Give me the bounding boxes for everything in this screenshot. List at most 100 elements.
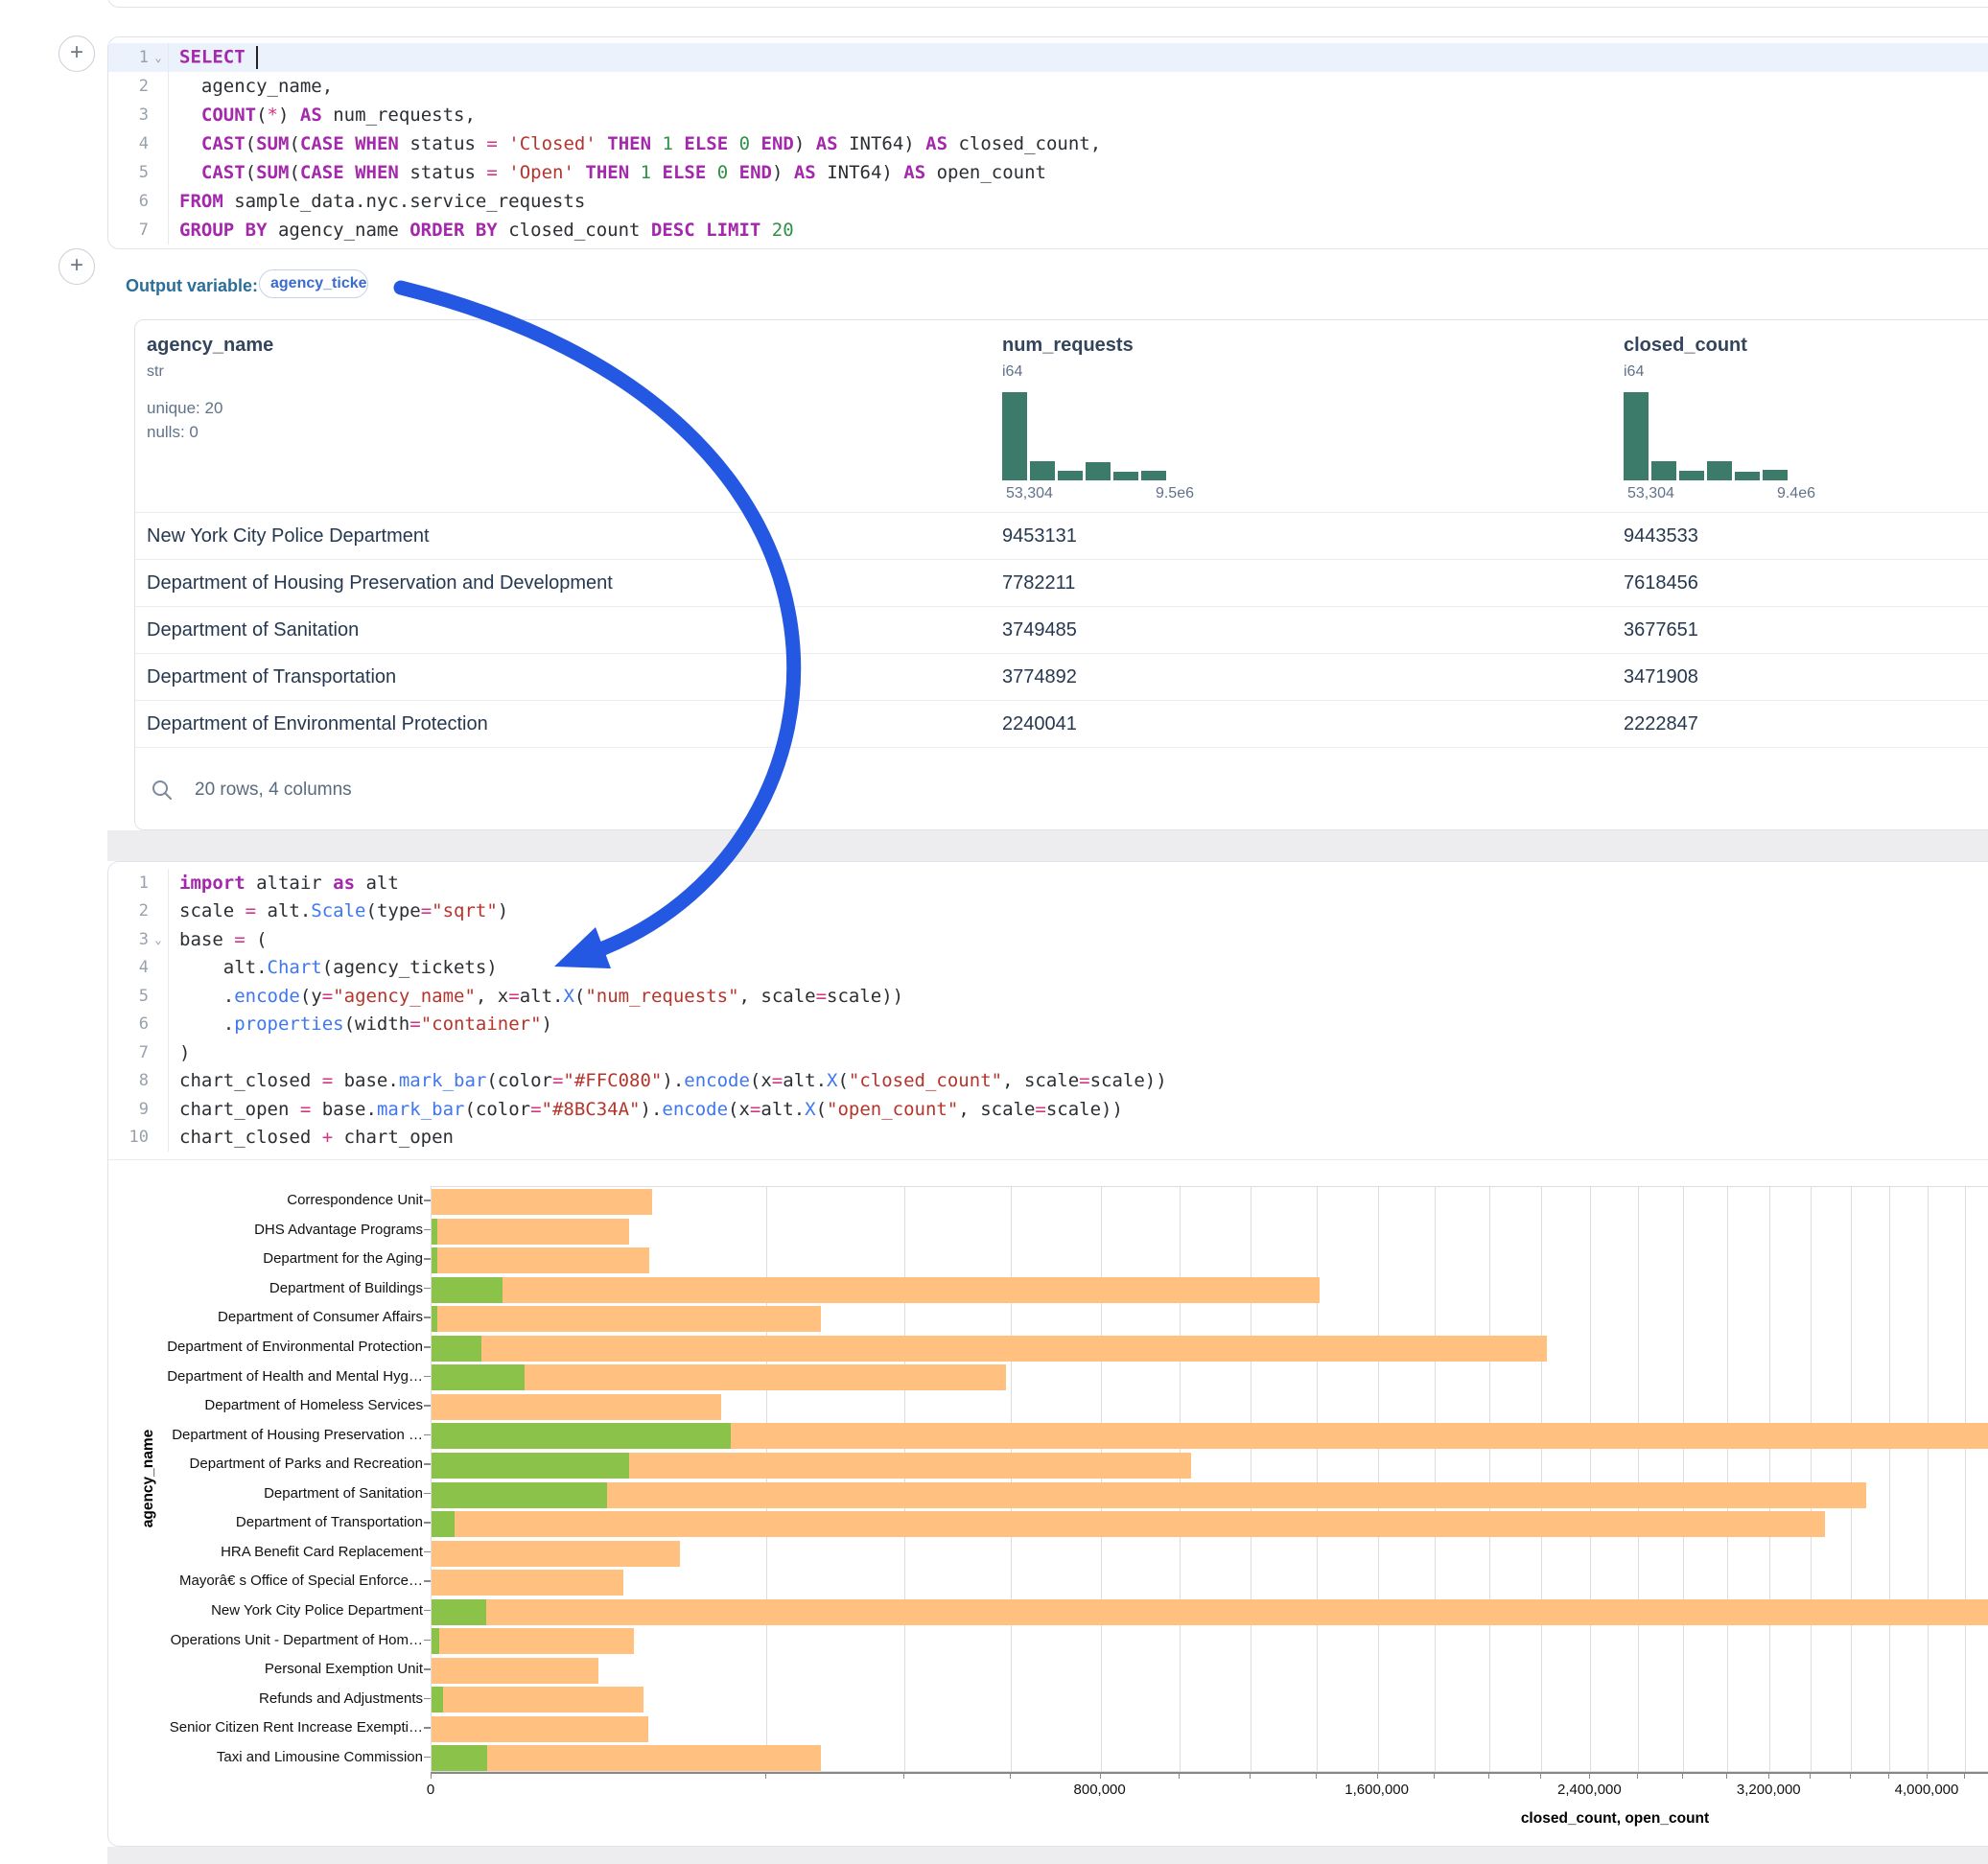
code-line[interactable]: 6 FROM sample_data.nyc.service_requests (108, 187, 1988, 216)
altair-chart-plot-area (431, 1186, 1988, 1772)
closed-count-bar (432, 1745, 822, 1772)
x-axis-tick (1179, 1773, 1180, 1779)
y-axis-label: DHS Advantage Programs (254, 1221, 423, 1238)
x-axis-domain-line (431, 1772, 1988, 1774)
python-code-editor[interactable]: 1 import altair as alt 2 scale = alt.Scale(… (108, 869, 1988, 1160)
code-text: scale = alt.Scale(type="sqrt") (179, 900, 509, 922)
y-axis-tick (424, 1346, 431, 1348)
line-number: 7 (138, 221, 149, 240)
line-number: 8 (138, 1071, 149, 1091)
x-axis-tick (1488, 1773, 1490, 1779)
y-axis-tick (424, 1200, 431, 1201)
add-cell-button-top[interactable]: + (58, 35, 95, 72)
gutter-divider (168, 72, 169, 101)
gridline (1889, 1187, 1891, 1771)
code-line[interactable]: 1 ⌄ SELECT (108, 43, 1988, 72)
x-axis-tick (1434, 1773, 1436, 1779)
code-line[interactable]: 3 ⌄ base = ( (108, 925, 1988, 954)
x-axis-tick (764, 1773, 766, 1779)
table-cell: 2222847 (1624, 713, 1698, 734)
code-text: agency_name, (179, 76, 334, 97)
line-number: 2 (138, 901, 149, 921)
gridline (1590, 1187, 1592, 1771)
column-header[interactable]: num_requests (1002, 335, 1134, 356)
column-header[interactable]: closed_count (1624, 335, 1747, 356)
histogram-min-label: 53,304 (1006, 485, 1053, 501)
closed-count-bar (432, 1364, 1007, 1391)
code-line[interactable]: 2 agency_name, (108, 72, 1988, 101)
table-row[interactable]: Department of Sanitation 3749485 3677651 (135, 606, 1988, 653)
closed-count-bar (432, 1335, 1547, 1362)
code-text: chart_open = base.mark_bar(color="#8BC34… (179, 1098, 1123, 1120)
code-line[interactable]: 8 chart_closed = base.mark_bar(color="#FF… (108, 1066, 1988, 1095)
code-line[interactable]: 5 CAST(SUM(CASE WHEN status = 'Open' THE… (108, 158, 1988, 187)
code-line[interactable]: 1 import altair as alt (108, 869, 1988, 897)
code-line[interactable]: 9 chart_open = base.mark_bar(color="#8BC3… (108, 1095, 1988, 1124)
closed-count-bar (432, 1247, 650, 1274)
code-line[interactable]: 7) (108, 1038, 1988, 1067)
x-axis-tick (1768, 1773, 1770, 1779)
histogram-bar (1113, 472, 1138, 480)
table-cell: 3471908 (1624, 666, 1698, 687)
closed-count-bar (432, 1540, 680, 1567)
code-line[interactable]: 4 alt.Chart(agency_tickets) (108, 953, 1988, 982)
histogram-bar (1735, 472, 1760, 480)
search-icon[interactable] (151, 779, 174, 802)
collapse-chevron-icon[interactable]: ⌄ (154, 51, 162, 64)
table-row[interactable]: New York City Police Department 9453131 94… (135, 512, 1988, 559)
closed-count-bar (432, 1715, 649, 1742)
add-cell-button-mid[interactable]: + (58, 248, 95, 285)
histogram-bar (1086, 462, 1111, 480)
x-axis-tick (1963, 1773, 1965, 1779)
code-line[interactable]: 6 .properties(width="container") (108, 1010, 1988, 1038)
y-axis-label: Operations Unit - Department of Hom… (170, 1631, 423, 1648)
gutter-divider (168, 869, 169, 897)
y-axis-tick (424, 1668, 431, 1670)
code-text: base = ( (179, 928, 268, 950)
gutter-divider (168, 897, 169, 925)
y-axis-label: Department of Housing Preservation … (172, 1426, 423, 1443)
table-row[interactable]: Department of Transportation 3774892 34719… (135, 653, 1988, 700)
gridline (1435, 1187, 1437, 1771)
sql-code-editor[interactable]: 1 ⌄ SELECT 2 agency_name, 3 COUNT(*) AS num… (108, 43, 1988, 245)
gridline (1726, 1187, 1728, 1771)
gutter-divider (168, 43, 169, 72)
table-cell: Department of Environmental Protection (147, 713, 488, 734)
x-axis-tick (1682, 1773, 1684, 1779)
sql-cell[interactable]: 1 ⌄ SELECT 2 agency_name, 3 COUNT(*) AS num… (107, 36, 1988, 249)
gridline (1928, 1187, 1929, 1771)
collapse-chevron-icon[interactable]: ⌄ (154, 932, 162, 946)
table-cell: 7782211 (1002, 572, 1076, 594)
gutter-divider (168, 129, 169, 158)
line-number: 4 (138, 134, 149, 153)
closed-count-bar (432, 1628, 634, 1655)
gutter-divider (168, 925, 169, 954)
line-number: 6 (138, 192, 149, 211)
open-count-bar (432, 1218, 438, 1245)
gutter-divider (168, 187, 169, 216)
output-variable-pill[interactable]: agency_tickets (259, 269, 368, 298)
code-line[interactable]: 5 .encode(y="agency_name", x=alt.X("num_… (108, 982, 1988, 1011)
column-histogram (1624, 392, 1788, 480)
line-number: 10 (129, 1128, 149, 1148)
code-line[interactable]: 10 chart_closed + chart_open (108, 1123, 1988, 1152)
table-cell: 3749485 (1002, 619, 1077, 641)
code-line[interactable]: 3 COUNT(*) AS num_requests, (108, 101, 1988, 129)
gridline (1011, 1187, 1013, 1771)
gridline (1316, 1187, 1318, 1771)
table-row[interactable]: Department of Environmental Protection 22… (135, 700, 1988, 747)
text-cursor (256, 46, 259, 69)
histogram-max-label: 9.5e6 (1155, 485, 1194, 501)
code-line[interactable]: 7 GROUP BY agency_name ORDER BY closed_co… (108, 216, 1988, 245)
gridline (1850, 1187, 1852, 1771)
column-header[interactable]: agency_name (147, 335, 274, 356)
x-axis-tick-label: 3,200,000 (1736, 1782, 1801, 1798)
previous-cell-edge (107, 0, 1988, 8)
x-axis-tick (1810, 1773, 1812, 1779)
histogram-min-label: 53,304 (1627, 485, 1674, 501)
code-line[interactable]: 2 scale = alt.Scale(type="sqrt") (108, 897, 1988, 925)
table-row[interactable]: Department of Housing Preservation and D… (135, 559, 1988, 606)
y-axis-label: Correspondence Unit (287, 1192, 423, 1209)
table-cell: 2240041 (1002, 713, 1077, 734)
code-line[interactable]: 4 CAST(SUM(CASE WHEN status = 'Closed' T… (108, 129, 1988, 158)
